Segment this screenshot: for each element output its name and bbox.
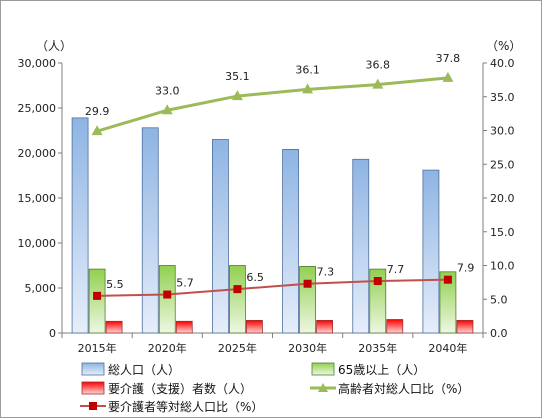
bar-total-population [141, 127, 159, 334]
legend-item-total-population: 総人口（人） [81, 362, 180, 377]
bar-65-plus [369, 268, 387, 334]
data-label-care-ratio: 6.5 [246, 271, 264, 284]
data-label-elderly-ratio: 33.0 [155, 84, 180, 97]
left-axis-ticks: 0 5,000 10,000 15,000 20,000 25,000 30,000 [18, 57, 62, 340]
left-tick-label: 15,000 [18, 192, 57, 205]
data-label-elderly-ratio: 36.8 [366, 59, 391, 72]
x-tick-label: 2015年 [78, 341, 117, 355]
right-tick-label: 20.0 [490, 192, 515, 205]
marker-elderly-ratio [302, 83, 314, 94]
bar-65-plus [439, 271, 457, 334]
legend-label-elderly-ratio: 高齢者対総人口比（%） [338, 381, 469, 396]
right-axis-unit-label: （%） [486, 39, 521, 53]
data-labels: 29.9 33.0 35.1 36.1 36.8 37.8 5.5 5.7 6.5 7.3 7.7 7… [85, 52, 475, 291]
right-tick-label: 10.0 [490, 260, 515, 273]
legend-swatch-care-recipients [81, 381, 105, 395]
legend-item-care-recipients: 要介護（支援）者数（人） [81, 381, 252, 396]
legend-label-65-plus: 65歳以上（人） [338, 363, 425, 377]
legend-swatch-total-population [81, 362, 105, 376]
left-tick-label: 10,000 [18, 237, 57, 250]
legend-label-care-recipients: 要介護（支援）者数（人） [108, 381, 252, 396]
right-tick-label: 35.0 [490, 91, 515, 104]
left-tick-label: 30,000 [18, 57, 57, 70]
marker-care-ratio [93, 291, 102, 300]
legend-marker-care-ratio [89, 402, 97, 410]
x-tick-label: 2025年 [218, 341, 257, 355]
left-axis-unit-label: （人） [36, 39, 72, 53]
legend-label-care-ratio: 要介護者等対総人口比（%） [108, 399, 263, 414]
bar-total-population [352, 158, 370, 334]
x-tick-label: 2040年 [428, 341, 467, 355]
marker-care-ratio [303, 279, 312, 288]
data-label-care-ratio: 5.7 [176, 277, 194, 290]
line-series [91, 71, 454, 300]
bar-65-plus [88, 268, 106, 334]
legend-swatch-65-plus [311, 362, 335, 376]
marker-elderly-ratio [161, 104, 173, 115]
x-axis-ticks: 2015年 2020年 2025年 2030年 2035年 2040年 [61, 333, 484, 355]
bar-total-population [282, 148, 299, 334]
legend-item-65-plus: 65歳以上（人） [311, 362, 425, 377]
right-tick-label: 30.0 [490, 125, 515, 138]
bar-65-plus [299, 265, 316, 334]
data-label-elderly-ratio: 37.8 [436, 52, 461, 65]
right-tick-label: 5.0 [490, 293, 508, 306]
marker-elderly-ratio [372, 78, 384, 89]
x-tick-label: 2020年 [148, 341, 187, 355]
bar-65-plus [158, 265, 176, 334]
data-label-care-ratio: 7.7 [387, 263, 405, 276]
data-label-elderly-ratio: 36.1 [295, 63, 320, 76]
marker-care-ratio [373, 277, 382, 286]
legend-label-total-population: 総人口（人） [108, 363, 180, 377]
left-tick-label: 20,000 [18, 147, 57, 160]
line-care-ratio [97, 278, 448, 297]
x-tick-label: 2030年 [288, 341, 327, 355]
legend-item-elderly-ratio: 高齢者対総人口比（%） [310, 381, 469, 396]
left-tick-label: 0 [49, 327, 56, 340]
left-tick-label: 25,000 [18, 102, 57, 115]
right-tick-label: 15.0 [490, 226, 515, 239]
bar-care-recipients [175, 320, 193, 334]
right-axis-ticks: 0.0 5.0 10.0 15.0 20.0 25.0 30.0 35.0 40.0 [483, 57, 515, 340]
bar-care-recipients [386, 319, 404, 334]
right-tick-label: 0.0 [490, 327, 508, 340]
legend-marker-elderly-ratio [318, 383, 328, 392]
legend: 総人口（人） 65歳以上（人） 要介護（支援）者数（人） 高齢者対総人口比（%）… [80, 362, 469, 414]
data-label-care-ratio: 5.5 [106, 278, 124, 291]
bar-total-population [422, 169, 440, 334]
line-elderly-ratio [96, 76, 449, 133]
marker-care-ratio [443, 275, 452, 284]
bar-65-plus [229, 265, 246, 334]
marker-care-ratio [163, 290, 172, 299]
right-tick-label: 40.0 [490, 57, 515, 70]
data-label-care-ratio: 7.9 [457, 262, 475, 275]
x-tick-label: 2035年 [358, 341, 397, 355]
left-tick-label: 5,000 [25, 282, 57, 295]
right-tick-label: 25.0 [490, 158, 515, 171]
bar-series [71, 117, 474, 334]
marker-elderly-ratio [91, 125, 103, 136]
marker-elderly-ratio [442, 71, 454, 82]
bar-care-recipients [316, 319, 333, 334]
bar-care-recipients [456, 319, 474, 334]
data-label-elderly-ratio: 35.1 [225, 70, 250, 83]
data-label-elderly-ratio: 29.9 [85, 105, 110, 118]
data-label-care-ratio: 7.3 [317, 266, 335, 279]
bar-care-recipients [246, 319, 263, 334]
bar-total-population [212, 139, 229, 334]
legend-item-care-ratio: 要介護者等対総人口比（%） [80, 399, 263, 414]
marker-elderly-ratio [231, 90, 243, 101]
bar-care-recipients [105, 320, 123, 334]
bar-total-population [71, 117, 89, 334]
marker-care-ratio [233, 285, 242, 294]
